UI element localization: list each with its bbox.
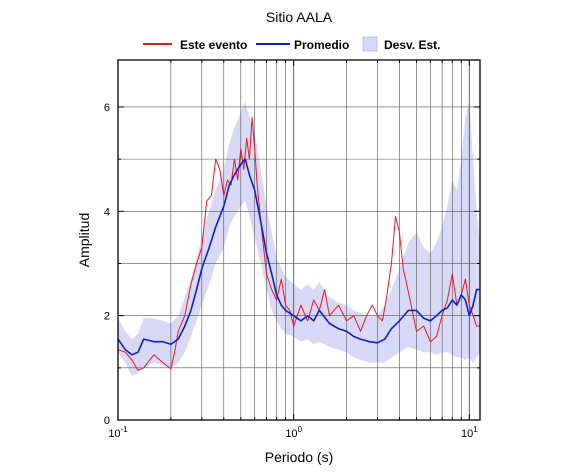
legend-label-promedio: Promedio: [294, 38, 349, 52]
plot-frame: [117, 59, 481, 421]
std-band: [118, 101, 480, 376]
y-tick-label: 0: [104, 415, 110, 427]
series-line-este-evento: [118, 116, 480, 371]
series-line-promedio: [118, 158, 480, 356]
y-tick-label: 2: [104, 311, 110, 323]
x-tick-label: 100: [285, 425, 302, 440]
y-tick-label: 6: [104, 102, 110, 114]
legend-swatch-desv-est: [362, 36, 378, 52]
x-tick-label: 101: [461, 425, 478, 440]
legend-label-desv-est: Desv. Est.: [384, 38, 440, 52]
chart-title: Sitio AALA: [266, 9, 333, 25]
x-tick-label: 10-1: [108, 425, 128, 440]
y-tick-label: 4: [104, 206, 110, 218]
x-axis-label: Periodo (s): [265, 449, 333, 465]
legend: Este evento Promedio Desv. Est.: [143, 36, 440, 52]
y-axis-label: Amplitud: [76, 213, 92, 267]
legend-label-este-evento: Este evento: [180, 38, 247, 52]
